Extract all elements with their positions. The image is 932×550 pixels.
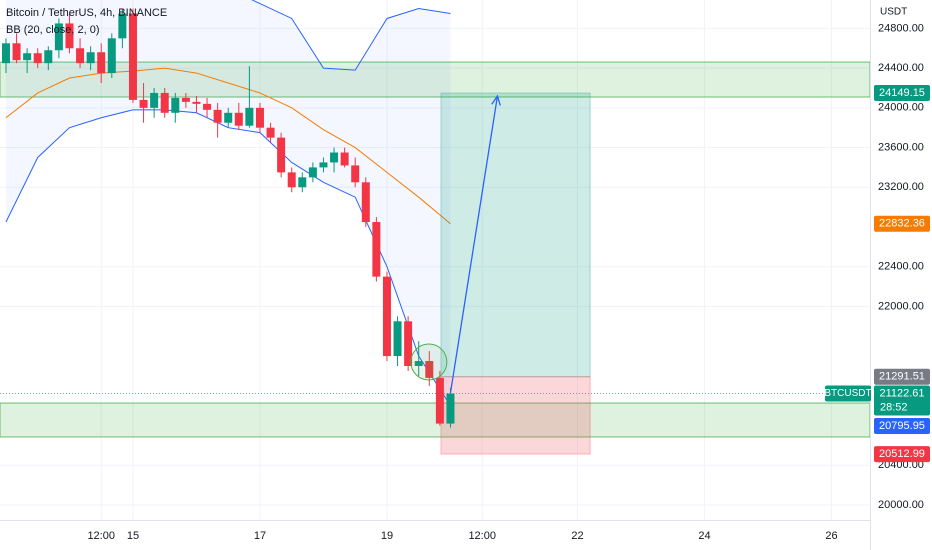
- price-label-box: [874, 385, 930, 416]
- x-tick-label: 24: [698, 530, 710, 542]
- symbol-tag: [825, 385, 871, 402]
- band-fill: [5, 0, 451, 406]
- candle-body: [65, 23, 74, 49]
- candle-body: [255, 107, 264, 128]
- indicator-label: BB (20, close, 2, 0): [6, 24, 100, 36]
- candle-body: [107, 38, 116, 74]
- candle-body: [33, 53, 42, 64]
- candle-body: [203, 103, 212, 110]
- candle-body: [340, 152, 349, 166]
- price-label: 24149.15: [879, 87, 925, 99]
- price-label: 21122.61: [879, 387, 924, 399]
- x-tick-label: 17: [254, 530, 266, 542]
- candle-body: [372, 222, 381, 277]
- candle-body: [361, 182, 370, 223]
- x-tick-label: 12:00: [468, 530, 496, 542]
- symbol-label: BTCUSDT: [824, 388, 871, 399]
- candle-body: [160, 92, 169, 113]
- plot-area: [0, 0, 870, 520]
- candle-body: [76, 48, 85, 64]
- candle-body: [54, 23, 63, 51]
- candle-body: [446, 393, 455, 424]
- candle-body: [287, 172, 296, 188]
- arrow: [449, 95, 499, 394]
- target-zone: [440, 92, 591, 378]
- y-tick-label: 20000.00: [878, 499, 924, 511]
- y-tick-label: 23600.00: [878, 141, 924, 153]
- currency-label: USDT: [880, 7, 907, 18]
- y-tick-label: 24000.00: [878, 102, 924, 114]
- price-label: 20795.95: [879, 420, 925, 432]
- price-label: 21291.51: [879, 371, 925, 383]
- arrow-head: [491, 94, 501, 106]
- band-upper: [251, 0, 451, 71]
- candle-body: [139, 99, 148, 108]
- y-tick-label: 20400.00: [878, 459, 924, 471]
- candle-body: [23, 53, 32, 61]
- candle-body: [330, 152, 339, 163]
- candle-body: [308, 167, 317, 178]
- y-tick-label: 23200.00: [878, 181, 924, 193]
- candle-body: [266, 127, 275, 138]
- candle-body: [181, 97, 190, 102]
- price-label-box: [874, 446, 930, 463]
- price-label: 22832.36: [879, 218, 925, 230]
- candle-body: [128, 13, 137, 100]
- x-tick-label: 12:00: [87, 530, 115, 542]
- x-tick-label: 26: [825, 530, 837, 542]
- highlight-circle: [410, 343, 448, 381]
- y-tick-label: 22000.00: [878, 300, 924, 312]
- price-label-box: [874, 85, 930, 102]
- candle-body: [393, 321, 402, 357]
- candle-body: [425, 361, 434, 378]
- price-label-box: [874, 215, 930, 232]
- price-label-box: [874, 368, 930, 385]
- candle-body: [1, 43, 10, 64]
- candle-body: [234, 112, 243, 126]
- candle-body: [319, 162, 328, 168]
- candle-body: [86, 52, 95, 64]
- y-tick-label: 24400.00: [878, 62, 924, 74]
- candle-body: [213, 109, 222, 123]
- candle-body: [118, 13, 127, 39]
- candle-body: [245, 107, 254, 126]
- candle-body: [97, 52, 106, 74]
- candle-body: [150, 92, 159, 108]
- x-tick-label: 19: [381, 530, 393, 542]
- candle-body: [404, 321, 413, 366]
- candle-body: [224, 112, 233, 123]
- band-basis: [5, 67, 451, 225]
- x-tick-label: 15: [127, 530, 139, 542]
- candle-body: [414, 361, 423, 366]
- x-tick-label: 22: [571, 530, 583, 542]
- candle-body: [382, 276, 391, 357]
- candle-body: [12, 43, 21, 61]
- y-tick-label: 22400.00: [878, 261, 924, 273]
- zone: [0, 61, 870, 98]
- stop-zone: [440, 376, 591, 455]
- y-tick-label: 24800.00: [878, 22, 924, 34]
- zone: [0, 402, 870, 438]
- axes: 20000.00 20400.00 22000.00 22400.00 23200.00…: [87, 22, 923, 542]
- countdown: 28:52: [880, 401, 908, 413]
- candle-body: [277, 137, 286, 173]
- price-label-box: [874, 417, 930, 434]
- candle-body: [171, 97, 180, 113]
- candle-body: [192, 101, 201, 104]
- candle-body: [351, 165, 360, 183]
- candle-body: [298, 177, 307, 188]
- chart-title: Bitcoin / TetherUS, 4h, BINANCE: [6, 7, 167, 19]
- price-label: 20512.99: [879, 448, 925, 460]
- candle-body: [44, 50, 53, 64]
- candle-body: [435, 377, 444, 424]
